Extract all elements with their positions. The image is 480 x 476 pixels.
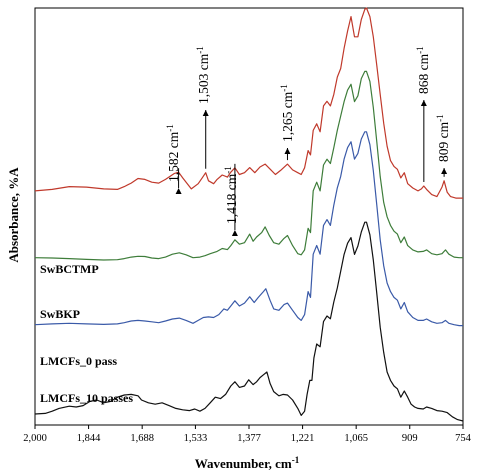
- annotation-layer: 1,582 cm-1 1,503 cm-1 1,418 cm-1 1,265 cm-1…: [165, 46, 451, 236]
- annotation-arrow-head: [231, 230, 238, 236]
- x-tick-label: 1,065: [344, 433, 368, 444]
- annotation-label: 1,582 cm-1: [165, 124, 181, 182]
- annotation-label: 1,418 cm-1: [223, 166, 239, 224]
- x-axis-title-text: Wavenumber, cm: [195, 456, 292, 471]
- series-layer: [34, 7, 464, 422]
- annotation-868-cm: 868 cm-1: [415, 46, 431, 182]
- series-label-lmcfs-10-passes: LMCFs_10 passes: [40, 391, 133, 405]
- annotation-label: 809 cm-1: [435, 114, 451, 162]
- series-line-lmcfs-10-passes: [34, 221, 464, 422]
- x-tick-label: 2,000: [23, 433, 47, 444]
- series-label-swbctmp: SwBCTMP: [40, 262, 99, 276]
- annotation-label: 868 cm-1: [415, 46, 431, 94]
- x-tick-label: 1,377: [237, 433, 261, 444]
- annotation-arrow-head: [202, 110, 209, 116]
- x-tick-label: 1,533: [184, 433, 208, 444]
- y-axis-title: Absorbance, %A: [6, 167, 21, 263]
- series-line-swbkp: [34, 70, 463, 261]
- x-tick-label: 1,221: [291, 433, 315, 444]
- x-tick-label: 1,688: [130, 433, 154, 444]
- annotation-arrow-head: [441, 168, 448, 174]
- series-line-lmcfs-0-pass: [34, 131, 463, 327]
- annotation-arrow-head: [175, 188, 182, 194]
- x-tick-label: 1,844: [77, 433, 101, 444]
- annotation-arrow-head: [284, 148, 291, 154]
- annotation-1-582-cm: 1,582 cm-1: [165, 124, 182, 194]
- annotation-label: 1,265 cm-1: [279, 84, 295, 142]
- annotation-label: 1,503 cm-1: [195, 46, 211, 104]
- annotation-1-418-cm: 1,418 cm-1: [223, 163, 239, 236]
- series-line-swbctmp: [34, 7, 463, 199]
- annotation-arrow-head: [420, 100, 427, 106]
- x-axis-title-superscript: -1: [292, 455, 300, 465]
- series-label-lmcfs-0-pass: LMCFs_0 pass: [40, 354, 117, 368]
- series-label-swbkp: SwBKP: [40, 307, 80, 321]
- x-axis: 2,000 1,844 1,688 1,533 1,377 1,221 1,065 909 75…: [23, 425, 472, 444]
- x-tick-label: 754: [455, 433, 472, 444]
- annotation-809-cm: 809 cm-1: [435, 114, 451, 177]
- annotation-1-265-cm: 1,265 cm-1: [279, 84, 295, 161]
- x-tick-label: 909: [402, 433, 418, 444]
- series-label-layer: SwBCTMP SwBKP LMCFs_0 pass LMCFs_10 passes: [40, 262, 133, 405]
- annotation-1-503-cm: 1,503 cm-1: [195, 46, 211, 169]
- x-axis-title: Wavenumber, cm-1: [195, 455, 300, 471]
